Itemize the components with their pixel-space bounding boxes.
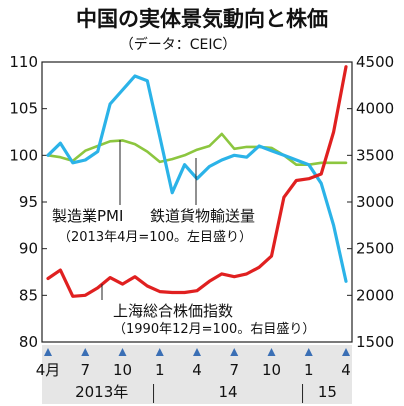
right-tick-label: 4500 xyxy=(356,53,394,71)
left-tick-label: 105 xyxy=(9,100,38,118)
left-tick-label: 95 xyxy=(19,193,38,211)
x-tick-label: 4 xyxy=(192,361,202,379)
right-tick-label: 4000 xyxy=(356,100,394,118)
x-year-label: 15 xyxy=(318,383,337,401)
legend-label-shanghai: 上海総合株価指数 xyxy=(113,302,233,320)
pmi-line xyxy=(46,132,348,166)
left-axis-ticks: 110 105 100 95 90 85 80 xyxy=(9,53,47,351)
x-tick-marker xyxy=(155,348,164,356)
x-year-label: 2013年 xyxy=(75,383,128,401)
right-tick-label: 3500 xyxy=(356,146,394,164)
right-tick-label: 2000 xyxy=(356,286,394,304)
left-tick-label: 90 xyxy=(19,240,38,258)
legend-label-rail: 鉄道貨物輸送量 xyxy=(150,207,255,225)
right-tick-label: 2500 xyxy=(356,240,394,258)
legend-label-pmi: 製造業PMI xyxy=(52,207,123,225)
legend-note-pmi: （2013年4月=100。左目盛り） xyxy=(58,230,252,245)
x-tick-marker xyxy=(304,348,313,356)
x-tick-marker xyxy=(81,348,90,356)
x-tick-marker xyxy=(230,348,239,356)
x-year-label: 14 xyxy=(218,383,237,401)
shanghai-index-line xyxy=(46,65,348,298)
x-tick-label: 1 xyxy=(304,361,314,379)
x-tick-marker xyxy=(193,348,201,356)
x-tick-label: 4 xyxy=(341,361,351,379)
x-axis-years: 2013年 14 15 xyxy=(75,383,337,403)
right-axis-ticks: 4500 4000 3500 3000 2500 2000 1500 xyxy=(347,53,394,351)
x-tick-label: 1 xyxy=(155,361,165,379)
x-tick-label: 7 xyxy=(80,361,90,379)
series-layer xyxy=(46,65,348,298)
x-tick-label: 4月 xyxy=(36,361,61,379)
x-tick-marker xyxy=(44,348,52,356)
x-tick-marker xyxy=(118,348,127,356)
left-tick-label: 85 xyxy=(19,286,38,304)
right-tick-label: 1500 xyxy=(356,333,394,351)
chart-subtitle: （データ：CEIC） xyxy=(120,36,237,53)
x-tick-label: 7 xyxy=(229,361,239,379)
x-tick-label: 10 xyxy=(262,361,281,379)
legend-note-shanghai: （1990年12月=100。右目盛り） xyxy=(113,322,315,337)
x-tick-label: 10 xyxy=(113,361,132,379)
plot-frame xyxy=(41,61,353,343)
left-tick-label: 80 xyxy=(19,333,38,351)
rail-freight-line xyxy=(46,74,348,283)
x-tick-marker xyxy=(342,348,350,356)
left-tick-label: 100 xyxy=(9,146,38,164)
x-tick-marker xyxy=(267,348,276,356)
chart-title: 中国の実体景気動向と株価 xyxy=(76,7,328,31)
x-axis-ticks: 4月 7 10 1 4 7 10 1 4 xyxy=(36,348,351,379)
left-tick-label: 110 xyxy=(9,53,38,71)
right-tick-label: 3000 xyxy=(356,193,394,211)
